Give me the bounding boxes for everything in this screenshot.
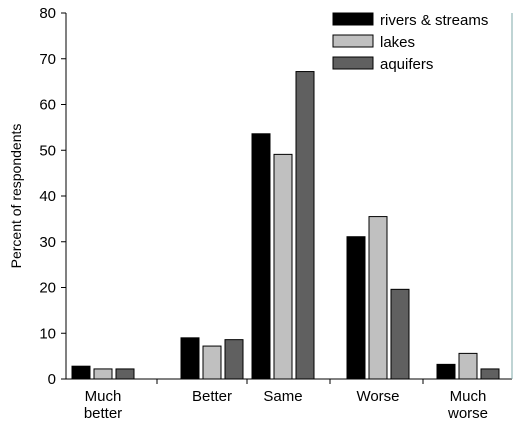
y-tick-label: 40 [39, 188, 56, 205]
y-tick-label: 20 [39, 280, 56, 297]
bar [71, 365, 91, 380]
bar [93, 368, 113, 380]
x-tick-label: better [84, 405, 122, 422]
bar [368, 216, 388, 380]
legend-swatch [332, 34, 374, 48]
x-tick-label: Much [85, 388, 122, 405]
legend-swatch [332, 12, 374, 26]
bar [295, 71, 315, 380]
x-tick-label: Same [263, 388, 302, 405]
bar [251, 133, 271, 380]
bar [180, 337, 200, 380]
y-tick-label: 70 [39, 51, 56, 68]
bar [202, 345, 222, 380]
y-tick-label: 30 [39, 234, 56, 251]
y-tick-label: 0 [48, 371, 56, 388]
bar [115, 368, 135, 380]
x-tick-label: Better [192, 388, 232, 405]
y-tick-label: 10 [39, 325, 56, 342]
legend-label: lakes [380, 34, 415, 51]
bar [480, 368, 500, 380]
y-tick-label: 50 [39, 142, 56, 159]
x-tick-label: worse [447, 405, 488, 422]
x-tick-label: Worse [356, 388, 399, 405]
y-tick-label: 80 [39, 5, 56, 22]
legend-swatch [332, 56, 374, 70]
x-tick-label: Much [450, 388, 487, 405]
bar [390, 288, 410, 380]
bar [458, 352, 478, 380]
y-axis-title: Percent of respondents [8, 124, 24, 269]
y-tick-label: 60 [39, 97, 56, 114]
bar [273, 153, 293, 380]
bar [346, 236, 366, 380]
bar [436, 363, 456, 380]
legend-label: aquifers [380, 56, 433, 73]
bar [224, 339, 244, 380]
legend-label: rivers & streams [380, 12, 488, 29]
